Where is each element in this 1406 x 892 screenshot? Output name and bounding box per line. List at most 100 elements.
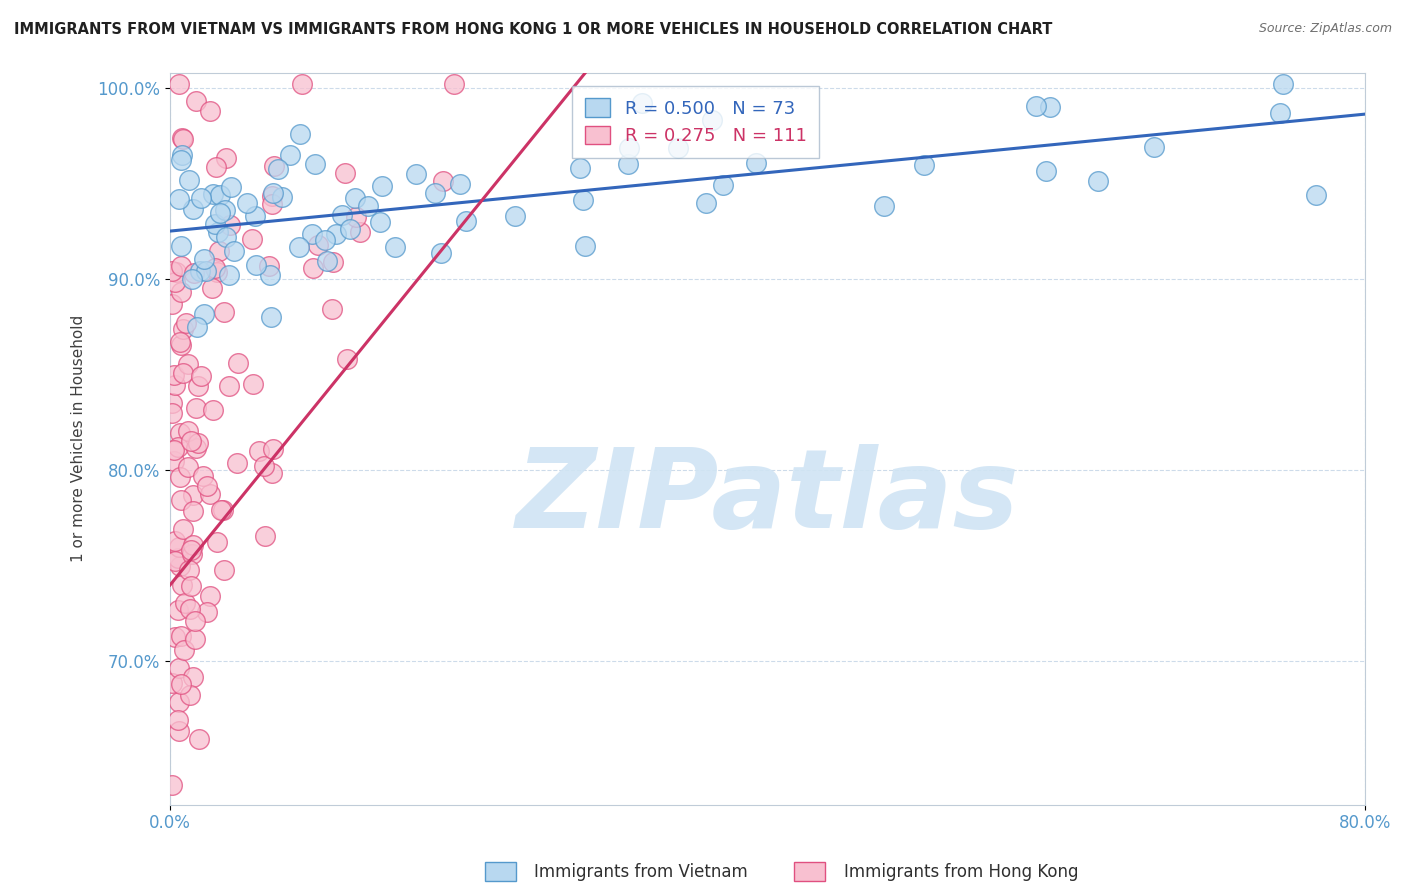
Point — [167, 440, 190, 454]
Point — [1143, 140, 1166, 154]
Point — [193, 252, 215, 266]
Point — [257, 259, 280, 273]
Point — [226, 356, 249, 370]
Point — [160, 263, 183, 277]
Text: IMMIGRANTS FROM VIETNAM VS IMMIGRANTS FROM HONG KONG 1 OR MORE VEHICLES IN HOUSE: IMMIGRANTS FROM VIETNAM VS IMMIGRANTS FR… — [14, 22, 1053, 37]
Point — [183, 266, 205, 280]
Point — [181, 488, 204, 502]
Point — [212, 305, 235, 319]
Y-axis label: 1 or more Vehicles in Household: 1 or more Vehicles in Household — [72, 315, 86, 563]
Point — [195, 605, 218, 619]
Point — [695, 196, 717, 211]
Point — [187, 435, 209, 450]
Point — [198, 589, 221, 603]
Point — [219, 219, 242, 233]
Point — [163, 368, 186, 382]
Point — [208, 188, 231, 202]
Point — [201, 281, 224, 295]
Point — [184, 94, 207, 108]
Point — [278, 147, 301, 161]
Point — [245, 258, 267, 272]
Point — [218, 268, 240, 282]
Point — [574, 239, 596, 253]
Point — [172, 522, 194, 536]
Point — [205, 535, 228, 549]
Point — [1270, 106, 1292, 120]
Point — [253, 459, 276, 474]
Point — [160, 676, 183, 690]
Point — [181, 504, 204, 518]
Point — [291, 78, 314, 92]
Point — [314, 233, 336, 247]
Point — [218, 379, 240, 393]
Point — [215, 229, 238, 244]
Point — [208, 244, 231, 259]
Point — [163, 454, 186, 468]
Point — [187, 379, 209, 393]
Point — [456, 214, 478, 228]
Point — [568, 161, 591, 176]
Point — [425, 186, 447, 200]
Point — [167, 603, 190, 617]
Point — [167, 78, 190, 92]
Text: Immigrants from Hong Kong: Immigrants from Hong Kong — [844, 863, 1078, 881]
Point — [202, 186, 225, 201]
Point — [186, 320, 208, 334]
Point — [163, 443, 186, 458]
Point — [325, 227, 347, 241]
Point — [260, 466, 283, 480]
Point — [174, 316, 197, 330]
Point — [170, 493, 193, 508]
Point — [713, 178, 735, 192]
Point — [179, 688, 201, 702]
Point — [165, 554, 187, 568]
Point — [219, 180, 242, 194]
Point — [301, 260, 323, 275]
Point — [169, 285, 191, 299]
Point — [170, 578, 193, 592]
Point — [170, 239, 193, 253]
Point — [190, 190, 212, 204]
Point — [432, 174, 454, 188]
Point — [170, 259, 193, 273]
Point — [270, 189, 292, 203]
Point — [167, 661, 190, 675]
Point — [330, 208, 353, 222]
Point — [236, 196, 259, 211]
Point — [181, 202, 204, 216]
Point — [170, 629, 193, 643]
Point — [209, 503, 232, 517]
Point — [214, 203, 236, 218]
Point — [260, 310, 283, 325]
Point — [700, 112, 723, 127]
Point — [262, 189, 284, 203]
Point — [170, 153, 193, 168]
Point — [316, 254, 339, 268]
Point — [167, 541, 190, 555]
Point — [205, 264, 228, 278]
Point — [170, 147, 193, 161]
Point — [259, 268, 281, 282]
Point — [247, 443, 270, 458]
Point — [184, 632, 207, 646]
Point — [169, 470, 191, 484]
Point — [617, 157, 640, 171]
Point — [262, 442, 284, 456]
Point — [181, 547, 204, 561]
Point — [177, 425, 200, 439]
Point — [169, 723, 191, 738]
Point — [1035, 163, 1057, 178]
Point — [267, 162, 290, 177]
Point — [307, 237, 329, 252]
Point — [212, 562, 235, 576]
Point — [180, 434, 202, 449]
Point — [262, 197, 284, 211]
Point — [872, 199, 894, 213]
Legend: R = 0.500   N = 73, R = 0.275   N = 111: R = 0.500 N = 73, R = 0.275 N = 111 — [572, 86, 820, 158]
Point — [163, 377, 186, 392]
Point — [160, 396, 183, 410]
Point — [190, 369, 212, 384]
Point — [205, 160, 228, 174]
Point — [172, 322, 194, 336]
Point — [177, 460, 200, 475]
